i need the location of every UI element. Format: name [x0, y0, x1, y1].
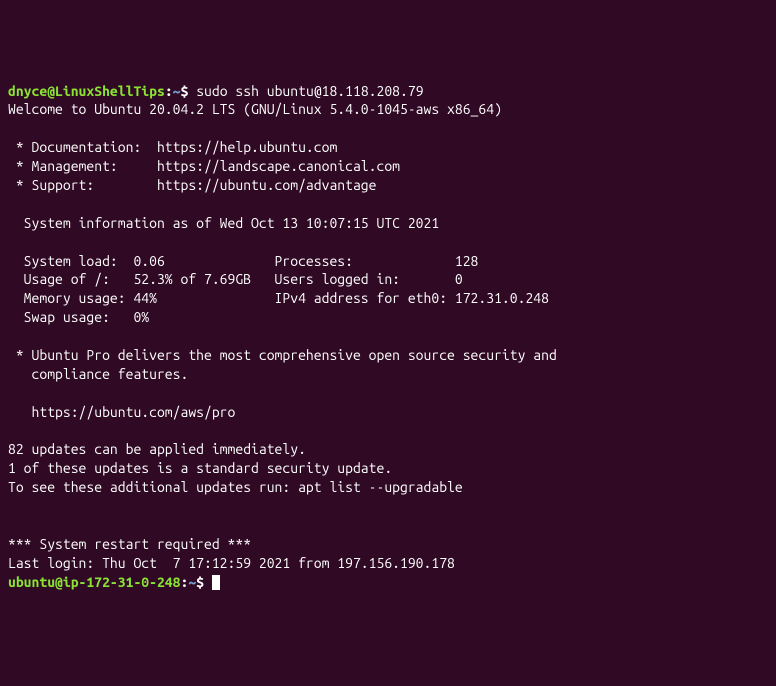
prompt-colon: :: [180, 574, 188, 590]
prompt-colon: :: [165, 83, 173, 99]
welcome-line: Welcome to Ubuntu 20.04.2 LTS (GNU/Linux…: [8, 101, 502, 117]
prompt-line-1: dnyce@LinuxShellTips:~$ sudo ssh ubuntu@…: [8, 83, 424, 99]
updates-line-3: To see these additional updates run: apt…: [8, 479, 463, 495]
sysinfo-line-2: Usage of /: 52.3% of 7.69GB Users logged…: [8, 271, 463, 287]
command-text: sudo ssh ubuntu@18.118.208.79: [196, 83, 423, 99]
sysinfo-header: System information as of Wed Oct 13 10:0…: [8, 215, 439, 231]
prompt-user-host: ubuntu@ip-172-31-0-248: [8, 574, 180, 590]
prompt-path: ~: [173, 83, 181, 99]
prompt-dollar: $: [181, 83, 197, 99]
ubuntu-pro-link: https://ubuntu.com/aws/pro: [8, 404, 235, 420]
prompt-line-2: ubuntu@ip-172-31-0-248:~$: [8, 574, 220, 590]
prompt-user-host: dnyce@LinuxShellTips: [8, 83, 165, 99]
prompt-dollar: $: [196, 574, 212, 590]
mgmt-link-line: * Management: https://landscape.canonica…: [8, 158, 400, 174]
ubuntu-pro-line-1: * Ubuntu Pro delivers the most comprehen…: [8, 347, 557, 363]
ubuntu-pro-line-2: compliance features.: [8, 366, 188, 382]
sysinfo-line-4: Swap usage: 0%: [8, 309, 149, 325]
terminal[interactable]: dnyce@LinuxShellTips:~$ sudo ssh ubuntu@…: [8, 82, 768, 592]
sysinfo-line-1: System load: 0.06 Processes: 128: [8, 253, 478, 269]
prompt-path: ~: [188, 574, 196, 590]
cursor: [212, 575, 220, 590]
doc-link-line: * Documentation: https://help.ubuntu.com: [8, 139, 337, 155]
support-link-line: * Support: https://ubuntu.com/advantage: [8, 177, 376, 193]
sysinfo-line-3: Memory usage: 44% IPv4 address for eth0:…: [8, 290, 549, 306]
restart-required: *** System restart required ***: [8, 536, 251, 552]
updates-line-2: 1 of these updates is a standard securit…: [8, 460, 392, 476]
last-login: Last login: Thu Oct 7 17:12:59 2021 from…: [8, 555, 455, 571]
updates-line-1: 82 updates can be applied immediately.: [8, 441, 306, 457]
